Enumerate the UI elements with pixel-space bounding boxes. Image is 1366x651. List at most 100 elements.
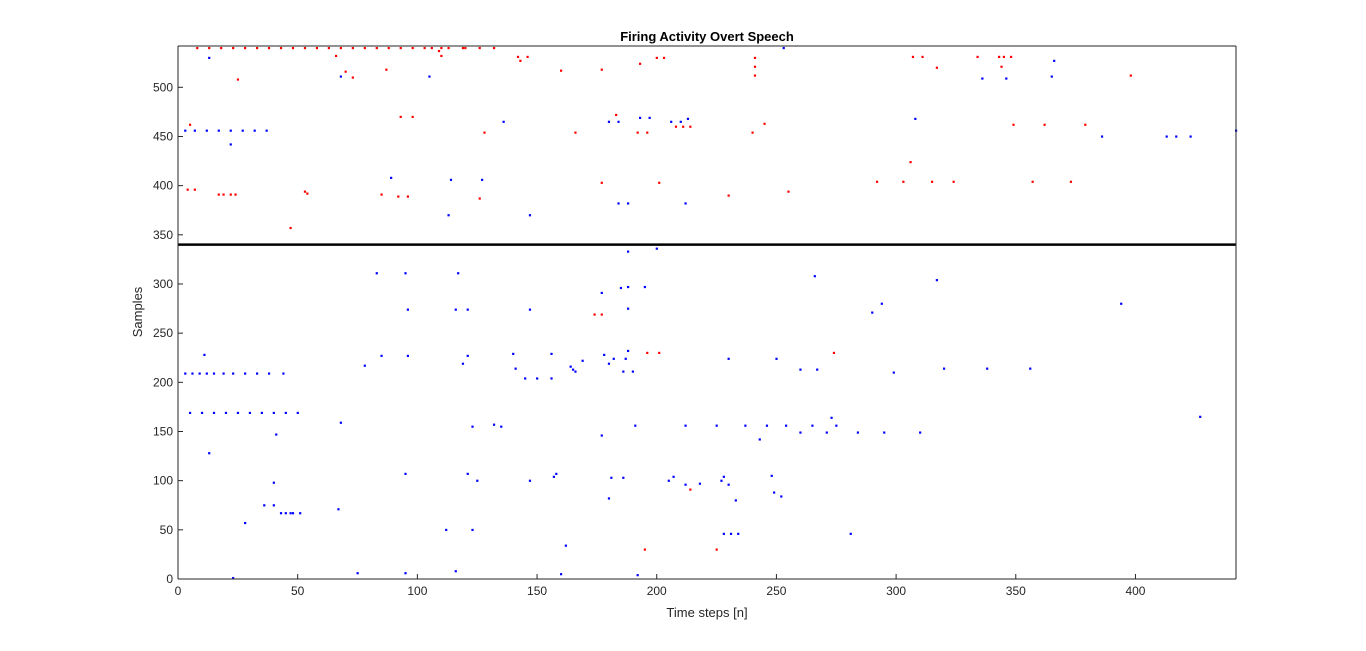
- spike-point: [832, 351, 836, 355]
- spike-point: [935, 279, 938, 282]
- spike-point: [902, 180, 905, 183]
- x-tick-label: 150: [527, 584, 547, 598]
- spike-point: [339, 421, 342, 424]
- spike-point: [406, 354, 409, 357]
- spike-point: [942, 367, 946, 370]
- spike-point: [236, 78, 240, 81]
- spike-point: [1002, 55, 1006, 59]
- spike-point: [536, 377, 539, 380]
- spike-point: [981, 77, 984, 80]
- spike-point: [466, 308, 469, 311]
- spike-point: [909, 161, 912, 164]
- x-tick-label: 0: [175, 584, 182, 598]
- spike-point: [780, 495, 783, 498]
- spike-point: [1012, 123, 1015, 126]
- spike-point: [464, 46, 467, 50]
- spike-point: [684, 483, 687, 486]
- spike-point: [337, 508, 340, 511]
- spike-point: [315, 46, 319, 50]
- spike-point: [552, 475, 556, 478]
- spike-point: [528, 214, 532, 217]
- spike-point: [813, 275, 816, 278]
- axes-box: [177, 45, 1237, 580]
- spike-point: [306, 192, 309, 195]
- spike-point: [220, 46, 223, 50]
- spike-point: [753, 74, 757, 77]
- spike-point: [447, 214, 450, 217]
- spike-point: [574, 131, 577, 134]
- spike-point: [674, 125, 678, 128]
- spike-point: [638, 116, 642, 119]
- spike-point: [763, 122, 766, 125]
- spike-point: [871, 311, 874, 314]
- spike-point: [715, 424, 718, 427]
- spike-point: [351, 76, 354, 79]
- x-tick-label: 200: [647, 584, 667, 598]
- spike-point: [344, 70, 347, 73]
- spike-point: [454, 308, 457, 311]
- spike-point: [255, 372, 259, 375]
- spike-point: [380, 354, 383, 357]
- chart-title: Firing Activity Overt Speech: [620, 29, 794, 44]
- spike-point: [188, 123, 192, 126]
- spike-point: [198, 372, 201, 375]
- spike-point: [440, 46, 443, 50]
- spike-point: [428, 75, 431, 78]
- spike-point: [208, 46, 211, 50]
- spike-point: [519, 59, 522, 62]
- spike-point: [715, 548, 718, 551]
- x-tick-label: 400: [1125, 584, 1145, 598]
- spike-point: [679, 120, 682, 123]
- spike-point: [411, 115, 414, 119]
- spike-point: [976, 55, 979, 59]
- spike-point: [627, 250, 630, 253]
- spike-point: [607, 362, 611, 365]
- spike-point: [1100, 135, 1104, 138]
- spike-point: [1053, 59, 1056, 62]
- y-tick-label: 200: [153, 375, 173, 389]
- spike-point: [385, 68, 388, 71]
- spike-point: [205, 372, 208, 375]
- spike-point: [600, 68, 603, 71]
- spike-point: [471, 528, 474, 532]
- spike-point: [631, 370, 634, 373]
- spike-point: [775, 357, 778, 360]
- spike-point: [627, 307, 630, 310]
- spike-point: [514, 367, 517, 370]
- spike-point: [1084, 123, 1087, 126]
- spike-point: [186, 188, 189, 191]
- spike-point: [275, 433, 278, 436]
- x-axis-label: Time steps [n]: [666, 605, 747, 620]
- spike-point: [689, 125, 692, 128]
- spike-point: [619, 286, 623, 290]
- spike-point: [375, 46, 378, 50]
- spike-point: [856, 431, 860, 434]
- spike-point: [734, 499, 737, 502]
- spike-point: [229, 143, 232, 146]
- spike-point: [492, 46, 496, 50]
- spike-points: [184, 46, 1238, 580]
- spike-point: [624, 357, 627, 360]
- spike-point: [476, 479, 479, 482]
- spike-point: [1009, 55, 1013, 59]
- spike-point: [569, 365, 572, 368]
- spike-point: [816, 368, 819, 371]
- spike-point: [449, 178, 453, 181]
- spike-point: [224, 411, 228, 415]
- spike-point: [375, 272, 378, 275]
- spike-point: [236, 411, 240, 415]
- spike-point: [1050, 75, 1053, 78]
- spike-point: [658, 351, 661, 355]
- spike-point: [600, 434, 603, 437]
- spike-point: [617, 120, 620, 123]
- spike-point: [952, 180, 955, 183]
- y-tick-label: 500: [153, 80, 173, 94]
- spike-point: [196, 46, 199, 50]
- spike-point: [390, 176, 393, 179]
- spike-point: [222, 372, 225, 375]
- spike-point: [478, 46, 481, 50]
- spike-point: [263, 504, 266, 507]
- spike-point: [291, 512, 295, 515]
- spike-point: [799, 368, 802, 371]
- spike-point: [615, 113, 618, 117]
